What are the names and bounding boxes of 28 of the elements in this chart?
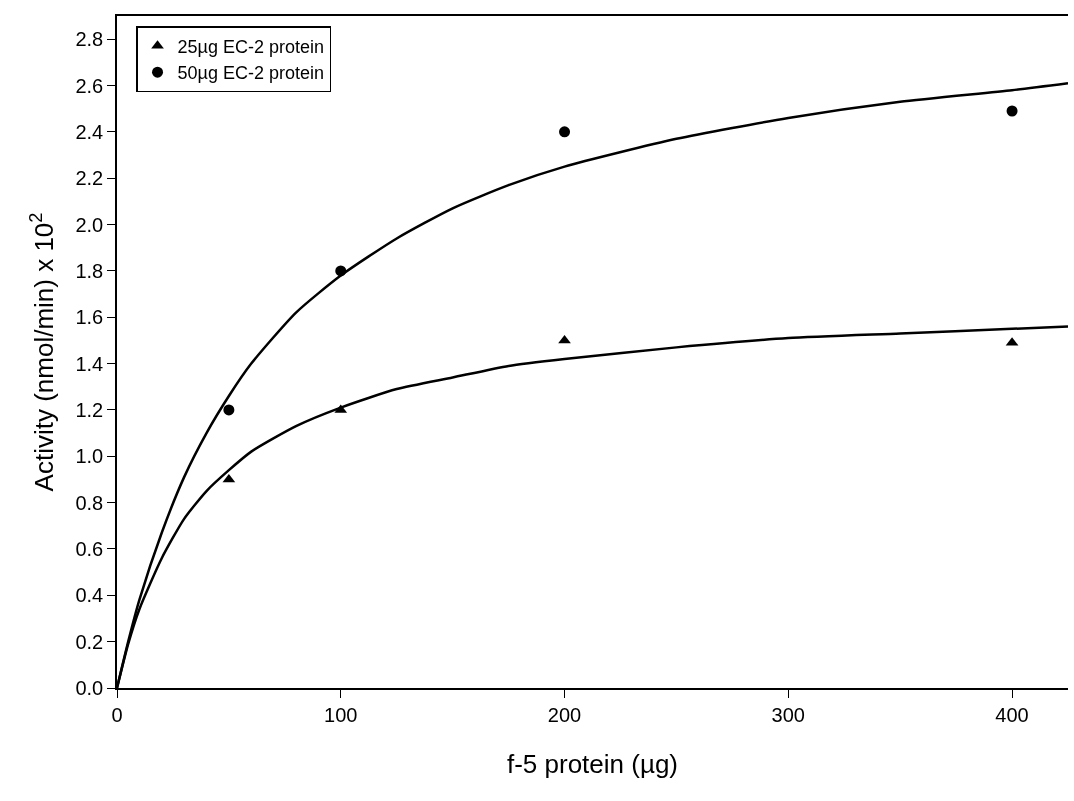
point <box>223 404 235 416</box>
y-tick-label: 1.0 <box>75 445 104 468</box>
y-tick-label: 0.2 <box>75 630 104 653</box>
y-tick-label: 1.2 <box>75 398 104 421</box>
legend-label: 25µg EC-2 protein <box>177 36 324 57</box>
y-tick-label: 0.4 <box>75 584 104 607</box>
y-tick-label: 1.4 <box>75 352 104 375</box>
x-tick-label: 100 <box>324 703 358 726</box>
point <box>222 473 236 483</box>
legend-label: 50µg EC-2 protein <box>177 63 324 84</box>
x-tick-label: 400 <box>995 703 1029 726</box>
x-tick-label: 200 <box>547 703 582 726</box>
y-tick-label: 2.6 <box>75 74 104 97</box>
y-tick-label: 1.6 <box>75 306 104 329</box>
y-tick-label: 2.4 <box>75 120 104 143</box>
x-tick-label: 300 <box>771 703 805 726</box>
x-tick-label: 0 <box>111 703 123 726</box>
y-tick-label: 0.8 <box>75 491 104 514</box>
y-tick-label: 2.2 <box>75 167 104 190</box>
point <box>1006 105 1018 117</box>
x-axis-title: f-5 protein (µg) <box>506 748 679 779</box>
point <box>558 334 571 344</box>
y-tick-label: 2.8 <box>75 28 104 51</box>
y-tick-label: 1.8 <box>75 259 104 282</box>
y-tick-label: 2.0 <box>75 213 104 236</box>
y-tick-label: 0.0 <box>75 677 104 699</box>
y-tick-label: 0.6 <box>75 537 104 560</box>
point <box>559 126 571 138</box>
